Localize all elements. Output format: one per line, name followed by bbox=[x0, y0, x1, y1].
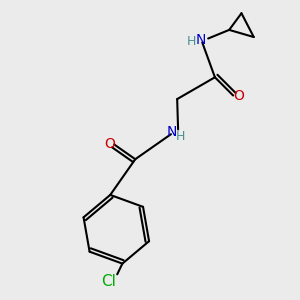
Text: H: H bbox=[187, 35, 196, 48]
Text: O: O bbox=[104, 136, 115, 151]
Text: Cl: Cl bbox=[101, 274, 116, 289]
Text: N: N bbox=[196, 33, 206, 47]
Text: O: O bbox=[233, 89, 244, 103]
Text: N: N bbox=[167, 125, 177, 139]
Text: H: H bbox=[176, 130, 186, 143]
